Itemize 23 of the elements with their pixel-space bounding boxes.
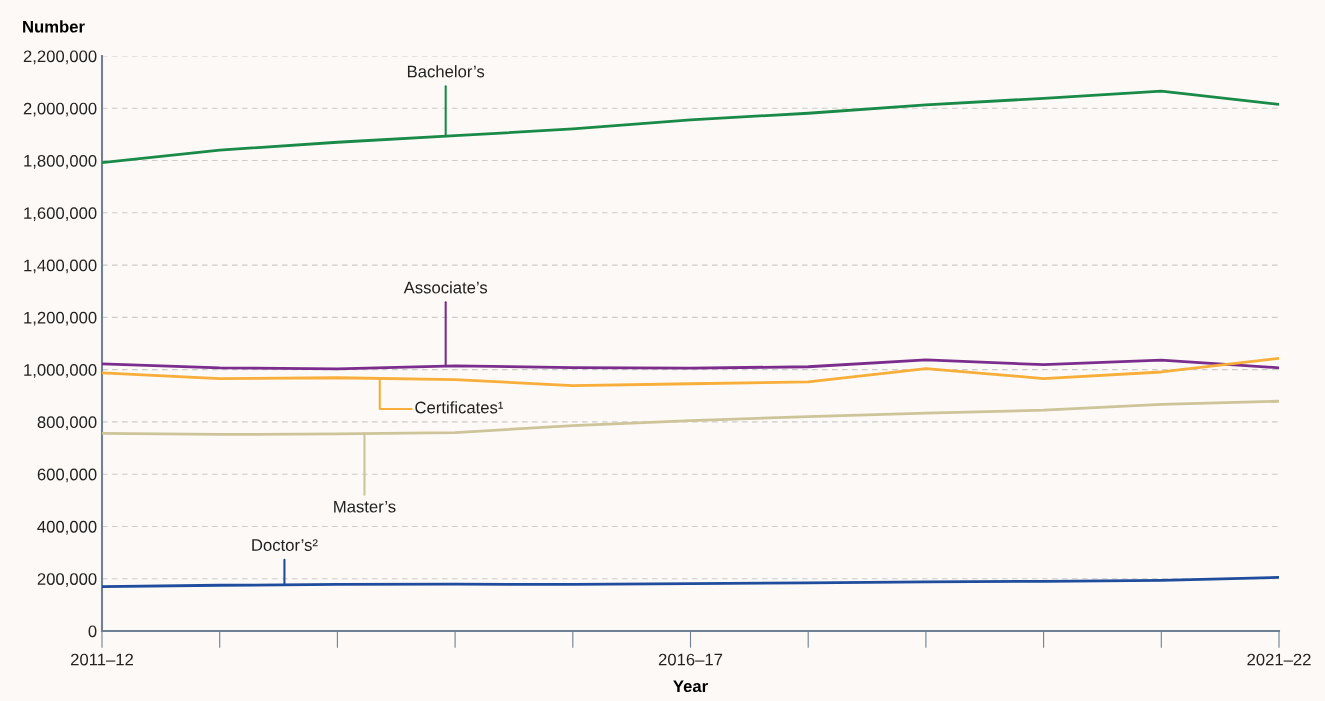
y-tick-label: 0: [88, 625, 97, 638]
y-tick-label: 400,000: [37, 520, 97, 535]
text: Bachelor’s: [407, 65, 485, 78]
y-tick-label: 2,000,000: [23, 102, 97, 117]
line-series: [102, 89, 1279, 165]
text: Master’s: [334, 500, 396, 513]
text: Doctor’s²: [252, 539, 318, 551]
x-axis-title: Year: [673, 680, 708, 693]
x-tick-label: 2011–12: [71, 653, 133, 666]
y-tick-label: 200,000: [37, 573, 97, 587]
y-axis-title: Number: [23, 20, 85, 33]
y-tick-label: 1,800,000: [24, 154, 97, 169]
y-tick-label: 1,200,000: [24, 311, 97, 326]
y-tick-label: 1,600,000: [24, 207, 97, 221]
text: Associate’s: [403, 281, 488, 294]
y-tick-label: 1,400,000: [24, 259, 97, 274]
series-label: Certificates¹: [415, 401, 504, 414]
y-tick-label: 800,000: [37, 416, 97, 431]
y-tick-label: 2,200,000: [23, 50, 97, 65]
x-tick-label: 2016–17: [658, 653, 723, 666]
y-tick-label: 1,000,000: [24, 364, 97, 378]
y-tick-label: 600,000: [37, 468, 97, 483]
x-tick-label: 2021–22: [1247, 653, 1311, 666]
